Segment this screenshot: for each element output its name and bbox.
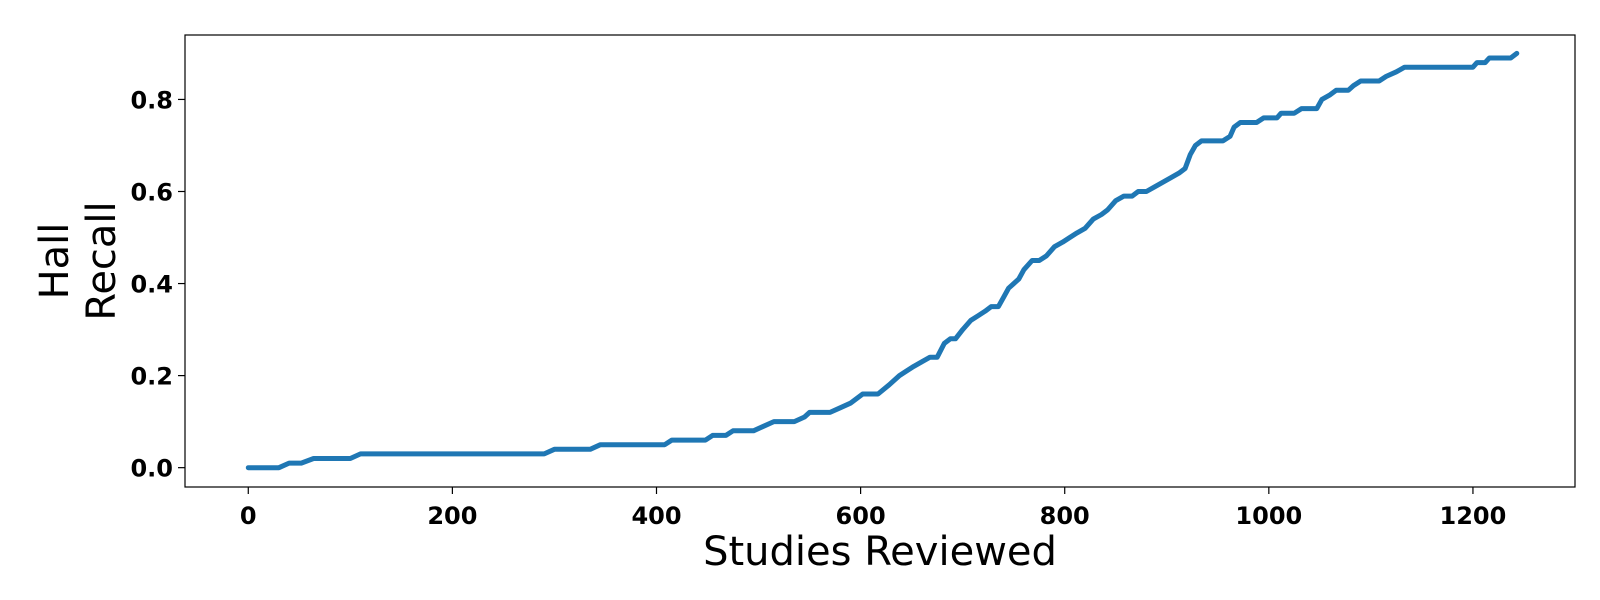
y-axis-title-line-2: Recall [79, 201, 125, 320]
plot-frame [184, 34, 1576, 488]
x-tick-label: 200 [427, 502, 477, 530]
y-tick-label: 0.6 [130, 178, 173, 206]
y-tick-label: 0.8 [130, 86, 173, 114]
x-axis-ticks: 0 200 400 600 800 1000 1200 [240, 487, 1506, 530]
x-tick-label: 1200 [1440, 502, 1507, 530]
x-tick-label: 1000 [1235, 502, 1302, 530]
x-tick-label: 400 [631, 502, 681, 530]
x-tick-label: 600 [836, 502, 886, 530]
y-tick-label: 0.4 [130, 271, 173, 299]
y-tick-label: 0.2 [130, 363, 173, 391]
y-axis-ticks: 0.0 0.2 0.4 0.6 0.8 [130, 86, 185, 483]
x-axis-title: Studies Reviewed [703, 529, 1057, 575]
x-tick-label: 0 [240, 502, 257, 530]
y-axis-title-line-1: Hall [32, 223, 78, 300]
x-tick-label: 800 [1040, 502, 1090, 530]
recall-series-line [245, 50, 1520, 471]
y-tick-label: 0.0 [130, 455, 173, 483]
